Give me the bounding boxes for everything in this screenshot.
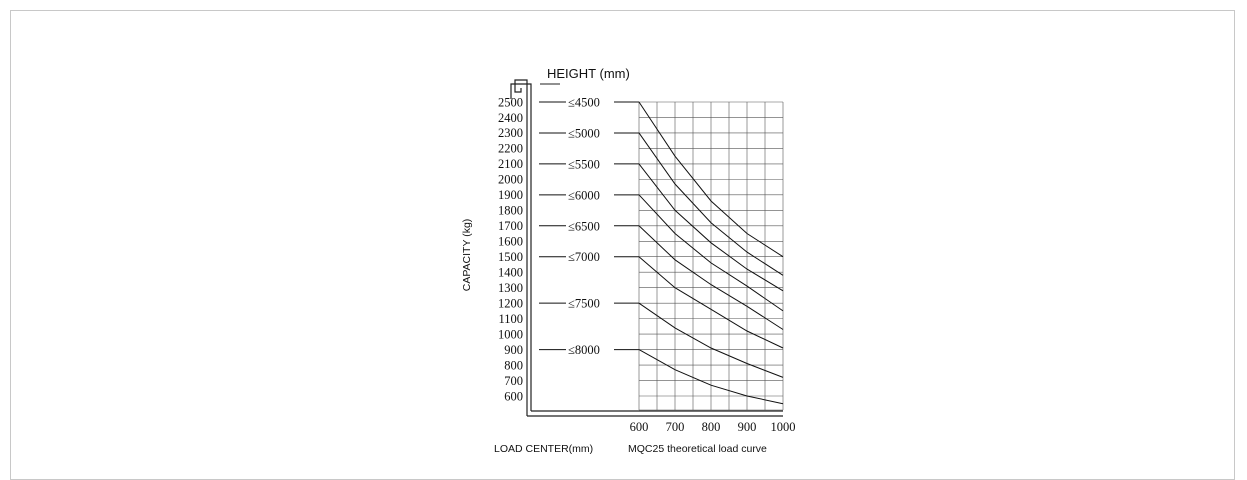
y-tick-label: 1400 [498,266,523,280]
series-label: ≤4500 [568,96,600,110]
y-tick-label: 2500 [498,95,523,109]
series-line [638,302,784,378]
x-axis-label: LOAD CENTER(mm) [494,443,593,455]
series-line [638,163,784,292]
y-tick-label: 1100 [498,312,523,326]
series-line [638,194,784,312]
y-axis-label: CAPACITY (kg) [461,219,473,292]
load-curve-chart: ≤4500 ≤5000 ≤5500 ≤6000 ≤6500 ≤7000 ≤7500 ≤8000… [461,66,796,455]
x-tick-label: 700 [666,420,685,434]
x-tick-label: 900 [738,420,757,434]
axes [510,79,783,417]
y-tick-label: 2000 [498,173,523,187]
series-line [638,132,784,276]
series-line [638,349,784,405]
series-label: ≤7000 [568,250,600,264]
x-tick-label: 1000 [771,420,796,434]
series-line [638,225,784,330]
y-tick-label: 900 [504,343,523,357]
series-label: ≤7500 [568,297,600,311]
series-label: ≤6000 [568,188,600,202]
legend-title: HEIGHT (mm) [547,66,630,81]
y-tick-label: 1800 [498,204,523,218]
y-tick-label: 1500 [498,250,523,264]
y-tick-label: 1000 [498,327,523,341]
y-tick-label: 1600 [498,235,523,249]
y-tick-label: 1200 [498,296,523,310]
y-axis-line-outer [514,79,528,416]
y-tick-label: 2100 [498,157,523,171]
y-tick-label: 2400 [498,111,523,125]
x-tick-label: 600 [630,420,649,434]
y-tick-label: 2300 [498,126,523,140]
y-tick-label: 2200 [498,142,523,156]
chart-title: MQC25 theoretical load curve [628,443,767,455]
series-line [638,256,784,349]
height-leaders [539,101,639,351]
y-axis-line [510,83,532,411]
series-label: ≤6500 [568,219,600,233]
y-tick-label: 800 [504,358,523,372]
y-tick-label: 1700 [498,219,523,233]
series-label: ≤5500 [568,157,600,171]
y-tick-label: 600 [504,389,523,403]
y-tick-label: 700 [504,374,523,388]
y-tick-label: 1900 [498,188,523,202]
y-tick-label: 1300 [498,281,523,295]
x-tick-label: 800 [702,420,721,434]
grid [638,101,784,411]
series-label: ≤8000 [568,343,600,357]
series-line [638,101,784,258]
chart-text: ≤4500 ≤5000 ≤5500 ≤6000 ≤6500 ≤7000 ≤7500 ≤8000… [461,66,796,455]
series-label: ≤5000 [568,126,600,140]
series-lines [638,101,784,405]
